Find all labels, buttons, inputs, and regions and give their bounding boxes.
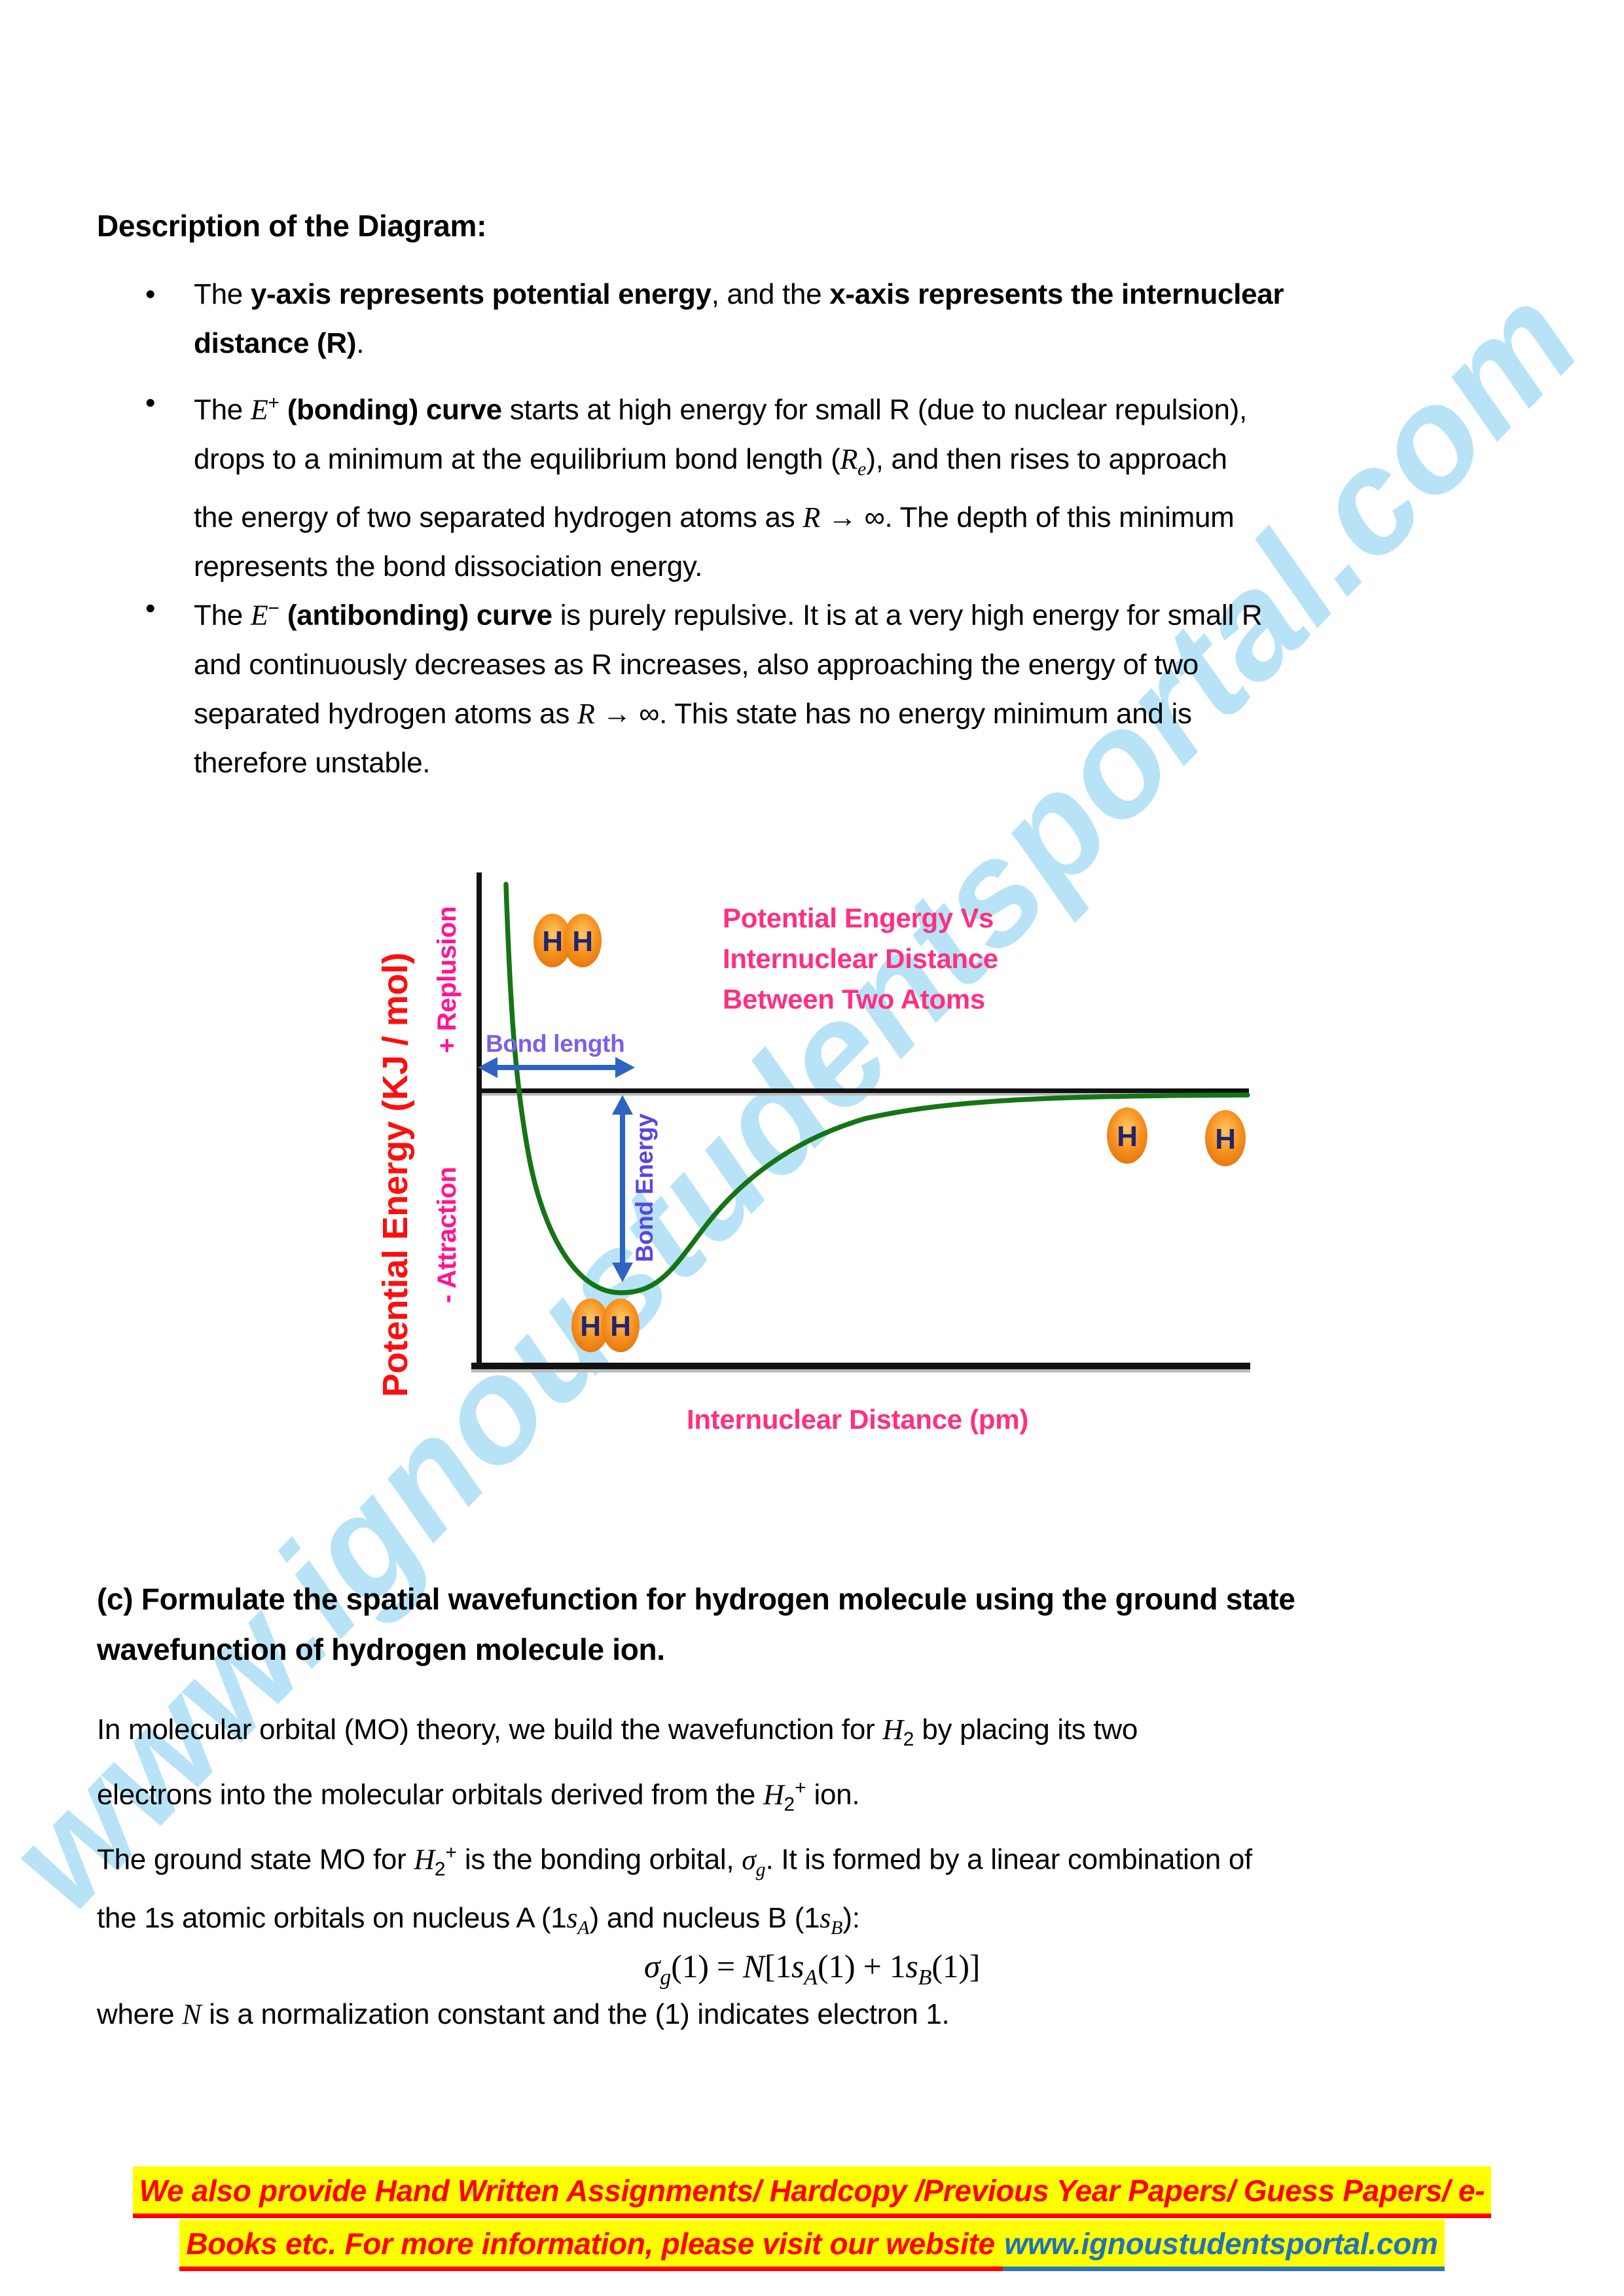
bond-energy-arrow: [612, 1095, 633, 1282]
y-axis-line: [477, 872, 482, 1370]
zero-energy-line: [482, 1088, 1249, 1093]
sigma-g-equation: σg(1) = N[1sA(1) + 1sB(1)]: [643, 1948, 981, 1990]
potential-energy-diagram: Potential Engergy Vs Internuclear Distan…: [380, 867, 1254, 1450]
footer-line-1: We also provide Hand Written Assignments…: [0, 2166, 1624, 2218]
bullet-text-antibonding-curve: The E− (antibonding) curve is purely rep…: [194, 584, 1507, 787]
x-baseline: [471, 1363, 1250, 1369]
chart-title-line-2: Internuclear Distance: [723, 943, 998, 974]
description-heading: Description of the Diagram:: [97, 209, 487, 243]
section-c-heading: (c) Formulate the spatial wavefunction f…: [97, 1582, 1295, 1666]
h-atom-symbol: H: [542, 925, 562, 958]
h-atom: [1205, 1110, 1246, 1166]
h-atoms-separated: H H: [1107, 1107, 1246, 1166]
equation-note: where N is a normalization constant and …: [97, 1998, 950, 2030]
bullet-text-axes: The y-axis represents potential energy, …: [194, 270, 1507, 368]
footer-banner: We also provide Hand Written Assignments…: [0, 2166, 1624, 2272]
chart-title-line-1: Potential Engergy Vs: [723, 903, 994, 933]
bond-length-label: Bond length: [486, 1030, 625, 1057]
h-atom: [564, 914, 602, 967]
h-atom-symbol: H: [572, 925, 592, 958]
bullet-item-antibonding-curve: The E− (antibonding) curve is purely rep…: [145, 584, 1507, 787]
footer-line1-text: We also provide Hand Written Assignments…: [132, 2166, 1492, 2218]
zero-energy-line-shadow: [482, 1093, 1249, 1096]
h-atom-symbol: H: [580, 1310, 600, 1342]
y-axis-label: Potential Energy (KJ / mol): [380, 952, 415, 1397]
footer-line-2: Books etc. For more information, please …: [0, 2219, 1624, 2271]
bond-energy-label: Bond Energy: [631, 1113, 658, 1263]
h-atom: [602, 1299, 640, 1352]
bond-energy-arrowhead-top: [612, 1095, 633, 1115]
h-atom-symbol: H: [1117, 1121, 1137, 1153]
bullet-text-bonding-curve: The E+ (bonding) curve starts at high en…: [194, 378, 1507, 591]
bond-length-arrow: [478, 1057, 635, 1078]
bullet-item-bonding-curve: The E+ (bonding) curve starts at high en…: [145, 378, 1507, 591]
x-axis-label: Internuclear Distance (pm): [687, 1404, 1028, 1435]
potential-energy-chart-canvas: Potential Engergy Vs Internuclear Distan…: [380, 872, 1250, 1435]
h-atom-symbol: H: [610, 1310, 630, 1342]
potential-energy-curve: [503, 882, 1250, 1295]
h-atom: [1107, 1107, 1147, 1164]
x-baseline-shadow: [471, 1369, 1250, 1372]
bond-length-arrowhead-right: [615, 1057, 635, 1078]
h-atom: [533, 914, 571, 967]
bond-energy-arrowhead-bottom: [612, 1263, 633, 1282]
bond-length-arrowhead-left: [478, 1057, 497, 1078]
h-atom-pair-bonded: H H: [571, 1299, 640, 1352]
h-atom: [571, 1299, 609, 1352]
repulsion-region-label: + Replusion: [433, 906, 461, 1054]
h-atom-pair-repulsion: H H: [533, 914, 602, 967]
mo-theory-paragraph: In molecular orbital (MO) theory, we bui…: [97, 1713, 1252, 1939]
chart-title-line-3: Between Two Atoms: [723, 984, 985, 1014]
attraction-region-label: - Attraction: [433, 1167, 461, 1303]
footer-website-link[interactable]: www.ignoustudentsportal.com: [1003, 2219, 1445, 2271]
footer-line2-text: Books etc. For more information, please …: [179, 2219, 1003, 2271]
h-atom-symbol: H: [1215, 1123, 1235, 1155]
bullet-item-axes: The y-axis represents potential energy, …: [145, 270, 1507, 368]
